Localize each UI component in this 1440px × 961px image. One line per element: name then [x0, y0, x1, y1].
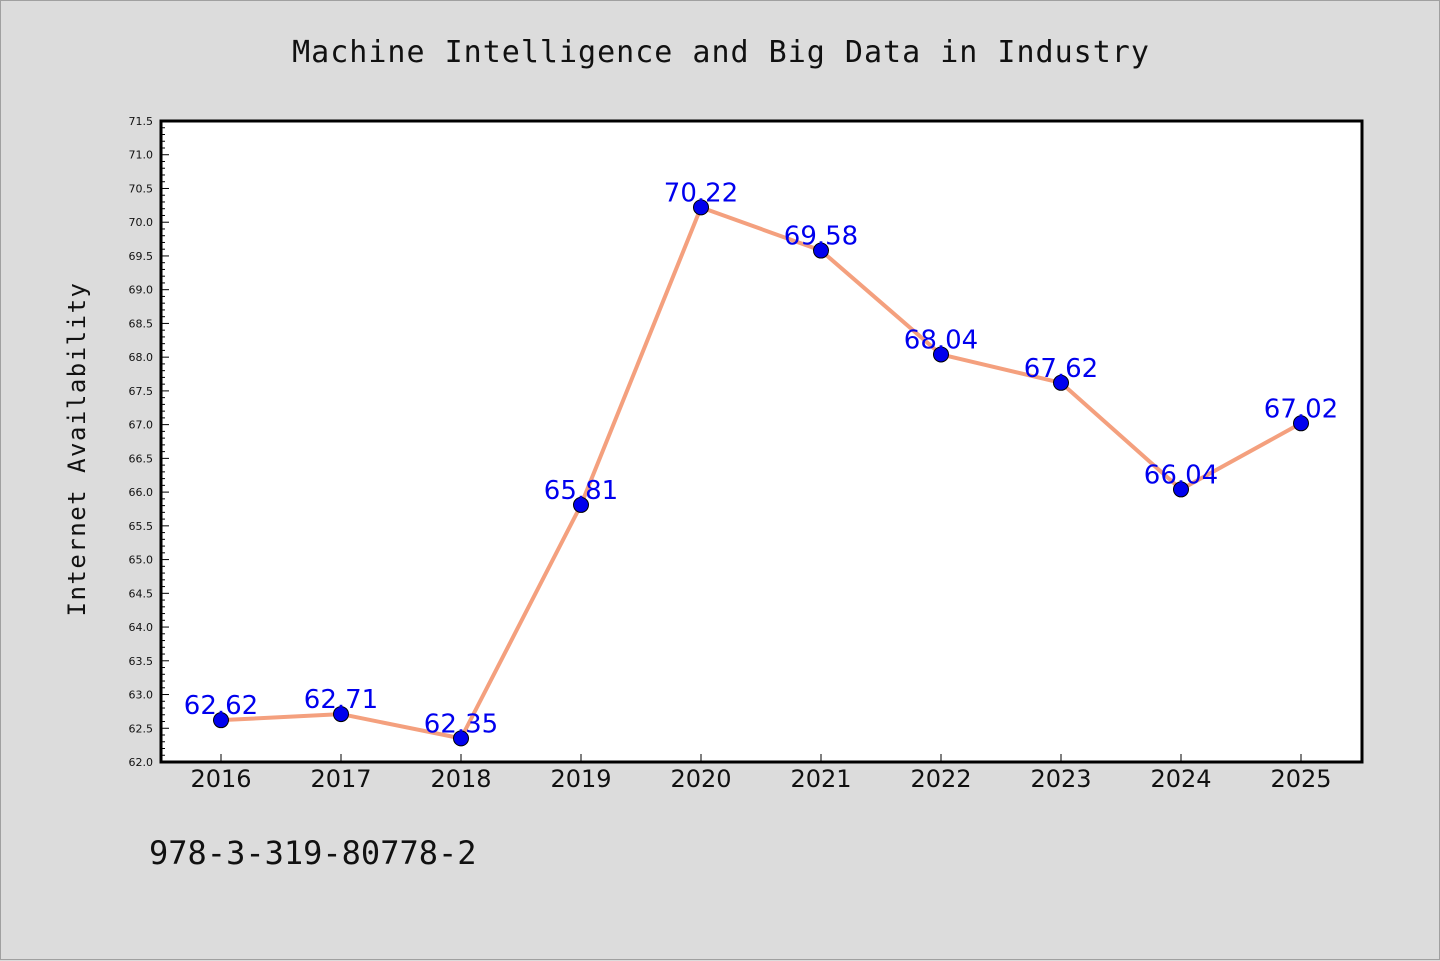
y-tick-label: 68.0	[129, 351, 154, 364]
data-point	[933, 346, 949, 363]
y-tick-label: 70.0	[129, 216, 154, 229]
x-tick-label: 2017	[310, 765, 371, 793]
y-tick-label: 67.5	[129, 385, 154, 398]
x-tick-label: 2018	[430, 765, 491, 793]
x-tick-label: 2023	[1030, 765, 1091, 793]
series-line-group	[219, 205, 1303, 741]
y-tick-label: 67.0	[129, 419, 154, 432]
data-label: 68.04	[904, 325, 978, 355]
data-point	[573, 496, 589, 513]
y-tick-label: 69.0	[129, 284, 154, 297]
y-tick-label: 65.0	[129, 554, 154, 567]
y-tick-label: 64.5	[129, 587, 154, 600]
y-tick-label: 63.0	[129, 689, 154, 702]
data-label: 67.62	[1024, 354, 1098, 384]
chart-title: Machine Intelligence and Big Data in Ind…	[292, 35, 1150, 70]
data-point	[453, 730, 469, 747]
y-tick-label: 71.5	[129, 115, 154, 128]
x-tick-label: 2019	[550, 765, 611, 793]
data-point	[213, 712, 229, 729]
plot-area	[159, 119, 1364, 764]
data-label: 69.58	[784, 222, 858, 252]
data-point	[333, 706, 349, 723]
data-point	[813, 242, 829, 259]
data-label: 66.04	[1144, 460, 1218, 490]
y-tick-label: 66.5	[129, 452, 154, 465]
y-tick-label: 64.0	[129, 621, 154, 634]
data-label: 62.62	[184, 691, 258, 721]
data-point	[1053, 374, 1069, 391]
x-tick-label: 2020	[670, 765, 731, 793]
y-tick-label: 68.5	[129, 317, 154, 330]
y-tick-label: 63.5	[129, 655, 154, 668]
series-markers	[213, 199, 1309, 747]
data-label: 62.35	[424, 709, 498, 739]
data-label: 62.71	[304, 685, 378, 715]
data-point	[693, 199, 709, 216]
y-tick-label: 69.5	[129, 250, 154, 263]
data-label: 67.02	[1264, 394, 1338, 424]
x-tick-label: 2025	[1270, 765, 1331, 793]
y-axis: 62.0 62.5 63.0 63.5 64.0 64.5 65.0 65.5 66.0 66.5…	[129, 115, 169, 769]
y-tick-label: 62.0	[129, 756, 154, 769]
y-tick-label: 66.0	[129, 486, 154, 499]
series-line	[219, 205, 1303, 741]
y-tick-label: 65.5	[129, 520, 154, 533]
y-tick-label: 70.5	[129, 182, 154, 195]
data-labels: 62.62 62.71 62.35 65.81 70.22 69.58 68.04 67.62…	[184, 178, 1338, 739]
isbn-text: 978-3-319-80778-2	[149, 834, 477, 872]
data-label: 65.81	[544, 476, 618, 506]
data-point	[1293, 415, 1309, 432]
x-axis: 2016 2017 2018 2019 2020 2021 2022 2023 2024 2025	[190, 754, 1332, 793]
data-label: 70.22	[664, 178, 738, 208]
x-tick-label: 2016	[190, 765, 251, 793]
data-point	[1173, 481, 1189, 498]
x-tick-label: 2024	[1150, 765, 1211, 793]
x-tick-label: 2021	[790, 765, 851, 793]
y-tick-label: 71.0	[129, 149, 154, 162]
y-tick-label: 62.5	[129, 722, 154, 735]
x-tick-label: 2022	[910, 765, 971, 793]
